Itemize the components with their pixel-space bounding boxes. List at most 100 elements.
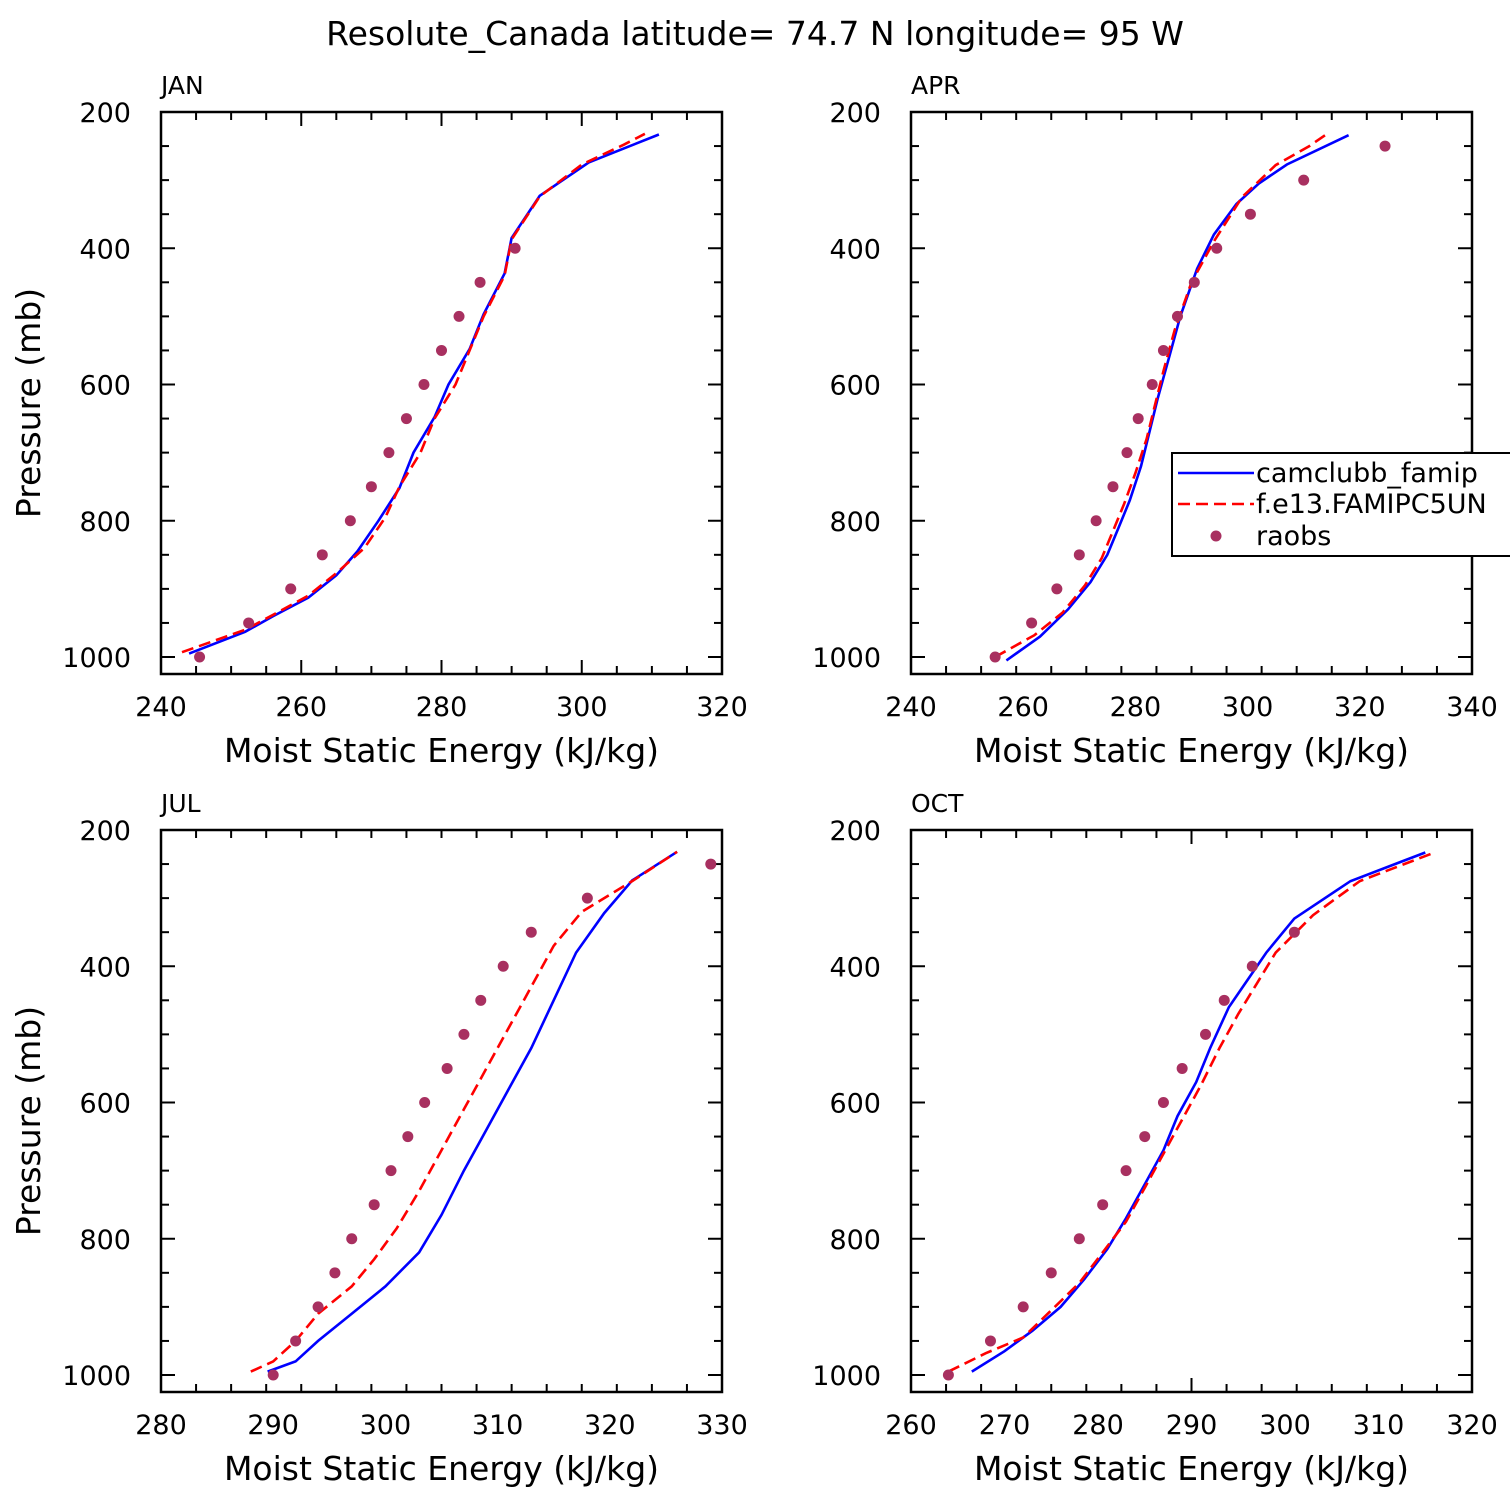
raobs-point [243,617,255,629]
panel-jul: 280 290 300 310 320 330 200 400 600 800 1000 JUL Moi… [9,789,748,1488]
plot-area [181,132,660,663]
raobs-point [400,413,412,425]
series-line-camclubb [1005,134,1350,662]
raobs-point [1218,994,1230,1006]
ticks [160,829,723,1392]
series-line-fe13 [947,851,1436,1373]
y-tick-label: 800 [829,507,881,538]
y-axis-label: Pressure (mb) [9,288,48,518]
plot-frame [159,110,724,676]
x-tick-label: 300 [556,692,608,723]
panel-oct: 260 270 280 290 300 310 320 200 400 600 800 1000 OCT… [812,789,1497,1488]
plot-area [989,133,1391,663]
y-tick-label: 800 [829,1225,881,1256]
series-line-fe13 [994,133,1327,659]
x-tick-label: 260 [997,692,1049,723]
x-tick-label: 320 [1446,1410,1498,1441]
raobs-point [497,960,509,972]
x-tick-label: 260 [885,1410,937,1441]
plot-area [250,850,717,1381]
raobs-point [285,583,297,595]
x-tick-label: 330 [696,1410,748,1441]
ticks [910,111,1473,674]
x-tick-label: 280 [135,1410,187,1441]
raobs-point [441,1062,453,1074]
raobs-point [1026,617,1038,629]
y-tick-label: 800 [79,1225,131,1256]
raobs-point [989,651,1001,663]
raobs-point [1244,208,1256,220]
x-tick-label: 320 [1334,692,1386,723]
raobs-point [1171,310,1183,322]
x-tick-label: 290 [247,1410,299,1441]
raobs-point [1157,1097,1169,1108]
x-tick-label: 300 [1222,692,1274,723]
raobs-point [1188,276,1200,288]
y-tick-label: 400 [829,952,881,983]
raobs-point [383,447,395,459]
series-line-camclubb [188,133,660,655]
y-tick-label: 1000 [62,1361,131,1392]
raobs-point [1288,926,1300,938]
raobs-point [346,1233,358,1245]
y-tick-label: 600 [79,371,131,402]
raobs-point [525,926,537,938]
figure-title: Resolute_Canada latitude= 74.7 N longitu… [326,14,1184,53]
raobs-point [402,1131,414,1143]
legend-swatch-marker [1210,530,1222,542]
legend-box [1171,452,1510,557]
raobs-point [1045,1267,1057,1279]
y-tick-label: 200 [79,816,131,847]
panel-label: JAN [159,71,204,100]
x-tick-label: 320 [696,692,748,723]
raobs-point [316,549,328,561]
y-tick-label: 200 [829,98,881,129]
raobs-point [984,1335,996,1347]
raobs-point [1211,242,1223,254]
raobs-point [419,1097,431,1108]
x-tick-label: 280 [416,692,468,723]
raobs-point [705,858,717,870]
x-axis-label: Moist Static Energy (kJ/kg) [974,731,1409,770]
y-tick-label: 400 [829,234,881,265]
y-tick-label: 1000 [62,643,131,674]
raobs-point [1200,1028,1212,1040]
x-tick-label: 310 [1353,1410,1405,1441]
x-tick-label: 270 [979,1410,1031,1441]
raobs-point [194,651,206,663]
y-tick-label: 600 [829,1089,881,1120]
y-tick-label: 1000 [812,1361,881,1392]
x-tick-label: 300 [1259,1410,1311,1441]
x-tick-label: 320 [584,1410,636,1441]
plot-frame [909,828,1474,1394]
raobs-point [368,1199,380,1211]
x-tick-label: 340 [1446,692,1498,723]
panel-apr: 240 260 280 300 320 340 200 400 600 800 1000 APR Moi… [812,71,1497,770]
series-line-fe13 [181,132,646,654]
raobs-point [312,1301,324,1313]
x-axis-label: Moist Static Energy (kJ/kg) [224,731,659,770]
raobs-point [942,1369,954,1381]
raobs-point [329,1267,341,1279]
raobs-point [453,310,465,322]
panel-label: OCT [911,789,964,818]
raobs-point [474,276,486,288]
x-tick-label: 260 [275,692,327,723]
raobs-point [418,379,430,390]
raobs-point [1017,1301,1029,1313]
raobs-point [1121,447,1133,459]
ticks [910,829,1473,1392]
panel-label: JUL [159,789,201,818]
ticks [160,111,723,674]
raobs-point [1139,1131,1151,1143]
x-tick-label: 280 [1110,692,1162,723]
plot-frame [159,828,724,1394]
y-tick-label: 400 [79,234,131,265]
x-tick-label: 240 [885,692,937,723]
legend-label: raobs [1256,521,1331,552]
legend-label: camclubb_famip [1256,458,1478,489]
raobs-point [344,515,356,527]
raobs-point [1097,1199,1109,1211]
